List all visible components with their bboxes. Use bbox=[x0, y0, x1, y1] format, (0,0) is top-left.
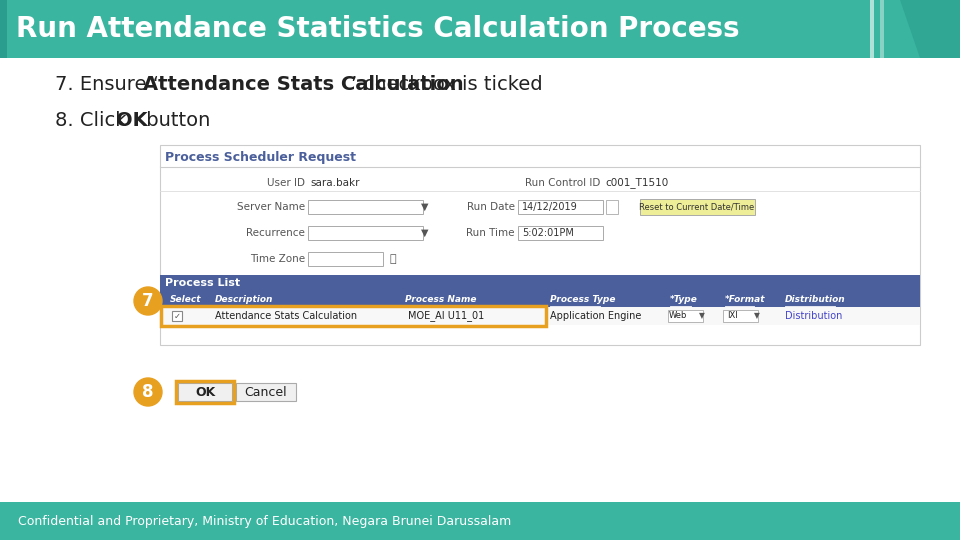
Text: sara.bakr: sara.bakr bbox=[310, 178, 359, 188]
Bar bbox=[308, 252, 383, 266]
Text: *Type: *Type bbox=[670, 294, 698, 303]
Text: Process Scheduler Request: Process Scheduler Request bbox=[165, 151, 356, 164]
Text: Attendance Stats Calculation: Attendance Stats Calculation bbox=[215, 311, 357, 321]
Text: Run Control ID: Run Control ID bbox=[524, 178, 600, 188]
Bar bbox=[160, 145, 920, 345]
Text: Time Zone: Time Zone bbox=[250, 254, 305, 264]
Text: Distribution: Distribution bbox=[785, 294, 846, 303]
Text: Confidential and Proprietary, Ministry of Education, Negara Brunei Darussalam: Confidential and Proprietary, Ministry o… bbox=[18, 515, 512, 528]
Bar bbox=[870, 0, 874, 58]
Text: Select: Select bbox=[170, 294, 202, 303]
Text: 8. Click: 8. Click bbox=[55, 111, 132, 130]
Text: Application Engine: Application Engine bbox=[550, 311, 641, 321]
Bar bbox=[308, 200, 423, 214]
Bar bbox=[606, 200, 618, 214]
Text: OK: OK bbox=[195, 386, 215, 399]
Bar bbox=[0, 0, 7, 58]
Text: Cancel: Cancel bbox=[245, 386, 287, 399]
Circle shape bbox=[134, 378, 162, 406]
Bar bbox=[518, 200, 603, 214]
Text: Process Name: Process Name bbox=[405, 294, 476, 303]
Text: OK: OK bbox=[116, 111, 148, 130]
Text: Attendance Stats Calculation: Attendance Stats Calculation bbox=[143, 76, 464, 94]
Bar bbox=[640, 199, 755, 215]
Text: Reset to Current Date/Time: Reset to Current Date/Time bbox=[639, 202, 755, 212]
Bar bbox=[176, 381, 234, 403]
Bar bbox=[172, 311, 182, 321]
Bar bbox=[723, 310, 758, 322]
Text: ▼: ▼ bbox=[421, 202, 428, 212]
Text: Recurrence: Recurrence bbox=[246, 228, 305, 238]
Text: c001_T1510: c001_T1510 bbox=[605, 178, 668, 188]
Circle shape bbox=[134, 287, 162, 315]
Bar bbox=[178, 383, 232, 401]
Text: ▼: ▼ bbox=[699, 312, 705, 321]
Text: *Format: *Format bbox=[725, 294, 765, 303]
Bar bbox=[308, 226, 423, 240]
Text: ’ checkbox is ticked: ’ checkbox is ticked bbox=[351, 76, 542, 94]
Bar bbox=[518, 226, 603, 240]
Text: Description: Description bbox=[215, 294, 274, 303]
Text: User ID: User ID bbox=[267, 178, 305, 188]
Text: 8: 8 bbox=[142, 383, 154, 401]
Text: button: button bbox=[140, 111, 210, 130]
Text: 🔍: 🔍 bbox=[390, 254, 396, 264]
Text: IXI: IXI bbox=[728, 312, 738, 321]
Text: Server Name: Server Name bbox=[237, 202, 305, 212]
Text: Run Time: Run Time bbox=[467, 228, 515, 238]
Bar bbox=[160, 307, 920, 325]
Text: ✓: ✓ bbox=[174, 312, 180, 321]
Text: ▼: ▼ bbox=[421, 228, 428, 238]
Text: 5:02:01PM: 5:02:01PM bbox=[522, 228, 574, 238]
Text: MOE_AI U11_01: MOE_AI U11_01 bbox=[408, 310, 484, 321]
Bar bbox=[880, 0, 884, 58]
Text: Distribution: Distribution bbox=[785, 311, 842, 321]
Bar bbox=[236, 383, 296, 401]
Text: Process Type: Process Type bbox=[550, 294, 615, 303]
Bar bbox=[161, 306, 546, 326]
Text: ▼: ▼ bbox=[754, 312, 760, 321]
Text: Process List: Process List bbox=[165, 278, 240, 288]
Bar bbox=[160, 275, 920, 291]
Bar bbox=[0, 0, 960, 58]
Text: Run Date: Run Date bbox=[467, 202, 515, 212]
Bar bbox=[668, 310, 703, 322]
Bar bbox=[0, 502, 960, 540]
Text: Web: Web bbox=[669, 312, 687, 321]
Text: 7: 7 bbox=[142, 292, 154, 310]
Text: 7. Ensure ‘: 7. Ensure ‘ bbox=[55, 76, 158, 94]
Text: Run Attendance Statistics Calculation Process: Run Attendance Statistics Calculation Pr… bbox=[16, 15, 739, 43]
Polygon shape bbox=[900, 0, 960, 58]
Text: 14/12/2019: 14/12/2019 bbox=[522, 202, 578, 212]
Bar bbox=[160, 291, 920, 307]
